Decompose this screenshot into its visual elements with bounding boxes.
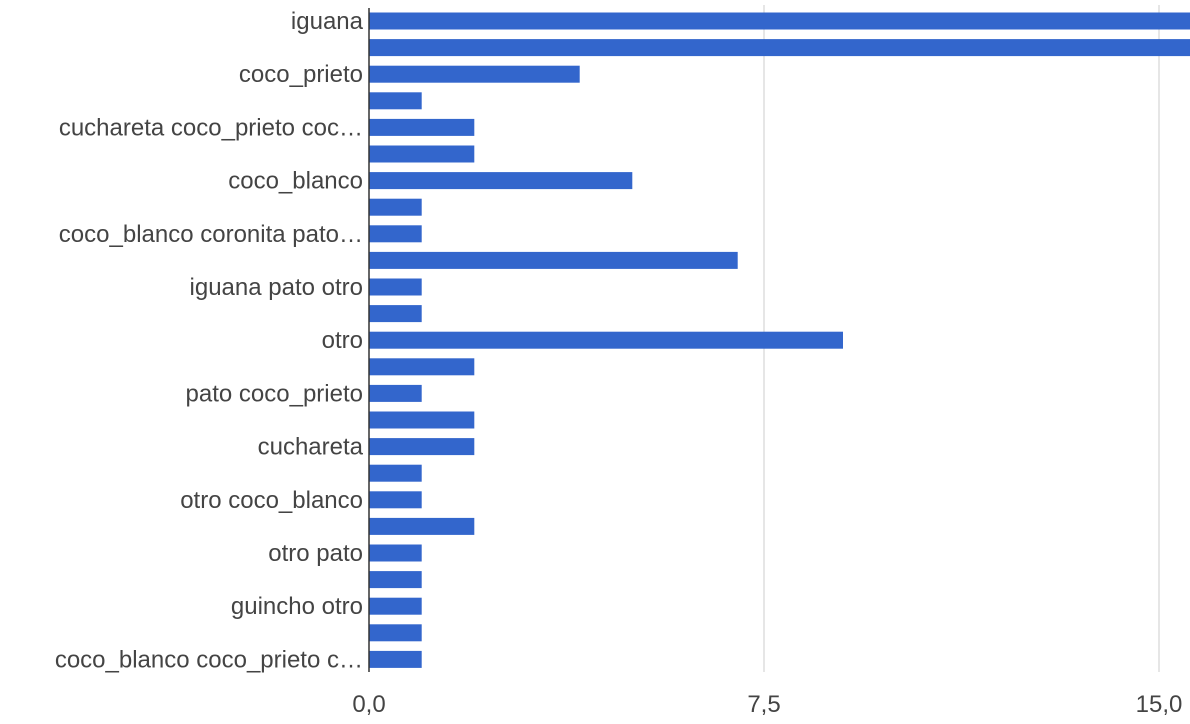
- bar: [369, 278, 422, 296]
- x-tick-label: 0,0: [352, 691, 385, 718]
- bar: [369, 305, 422, 323]
- category-label: cuchareta: [258, 434, 364, 461]
- bar: [369, 331, 843, 349]
- bar: [369, 198, 422, 216]
- category-label: guincho otro: [231, 593, 363, 620]
- x-tick-labels: 0,0 7,5 15,0: [352, 691, 1182, 718]
- category-label: pato coco_prieto: [186, 380, 363, 407]
- bar: [369, 384, 422, 402]
- bar: [369, 118, 475, 136]
- category-label: coco_prieto: [239, 61, 363, 88]
- bar: [369, 39, 1190, 57]
- bar: [369, 464, 422, 482]
- bar: [369, 624, 422, 642]
- bar: [369, 251, 738, 269]
- category-label: coco_blanco: [228, 168, 363, 195]
- bar: [369, 12, 1190, 30]
- bar: [369, 650, 422, 668]
- x-tick-label: 15,0: [1136, 691, 1183, 718]
- category-label: iguana: [291, 8, 364, 35]
- bar: [369, 571, 422, 589]
- bar: [369, 544, 422, 562]
- bar: [369, 358, 475, 376]
- bar: [369, 517, 475, 535]
- x-tick-label: 7,5: [747, 691, 780, 718]
- category-label: coco_blanco coronita pato…: [59, 221, 363, 248]
- bar: [369, 411, 475, 429]
- bar: [369, 65, 580, 83]
- category-label: otro pato: [268, 540, 363, 567]
- bar: [369, 225, 422, 243]
- category-label: otro: [322, 327, 363, 354]
- category-label: iguana pato otro: [190, 274, 363, 301]
- category-label: otro coco_blanco: [180, 487, 363, 514]
- bar: [369, 438, 475, 456]
- bar: [369, 145, 475, 163]
- category-label: cuchareta coco_prieto coc…: [59, 114, 363, 141]
- bars: [369, 12, 1190, 668]
- bar: [369, 172, 633, 190]
- bar: [369, 92, 422, 110]
- category-label: coco_blanco coco_prieto c…: [55, 646, 363, 673]
- bar: [369, 597, 422, 615]
- bar: [369, 491, 422, 509]
- category-labels: iguana coco_prieto cuchareta coco_prieto c…: [55, 8, 364, 673]
